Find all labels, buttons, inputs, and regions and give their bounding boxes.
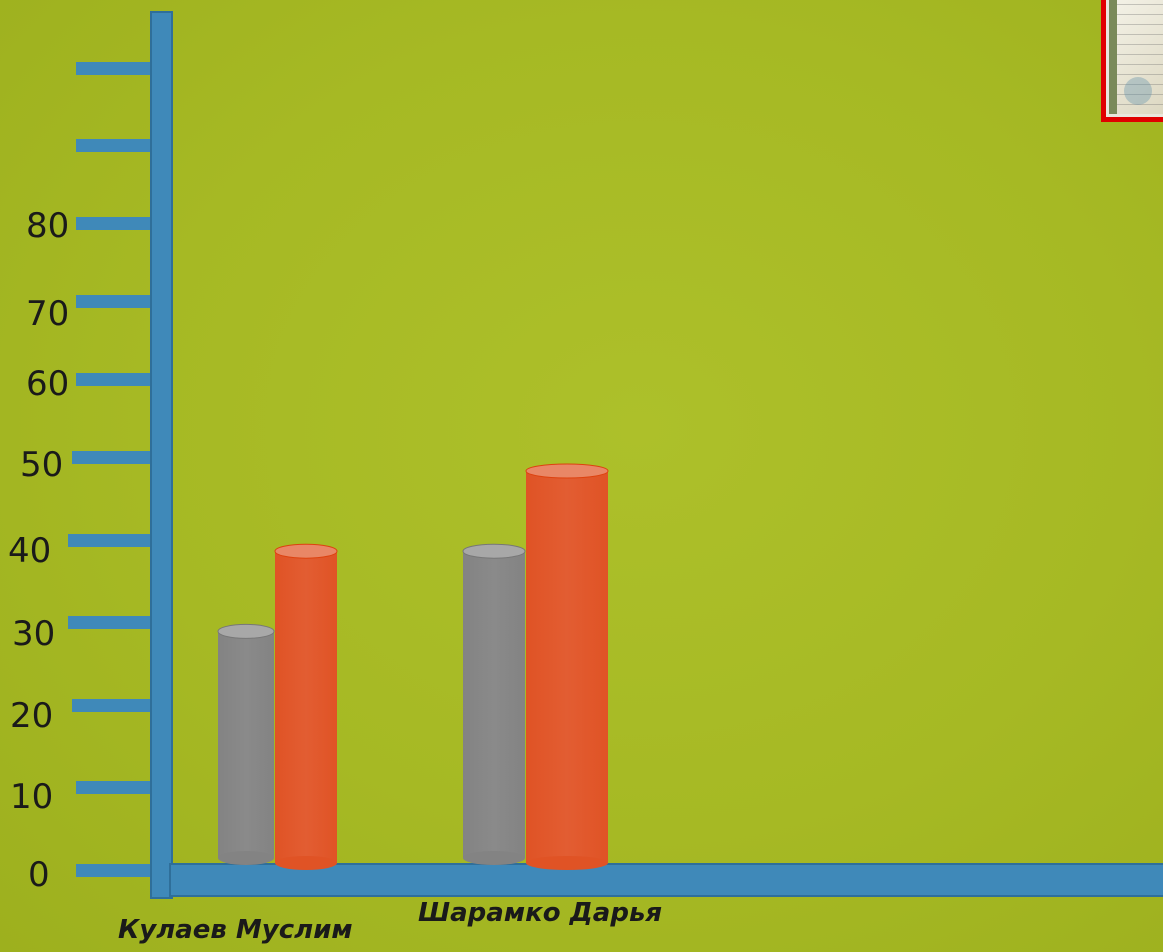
y-tick-mark [68, 534, 158, 547]
y-tick-label: 50 [20, 445, 63, 485]
y-tick-label: 20 [10, 696, 53, 736]
x-axis [169, 863, 1163, 897]
y-tick-mark [76, 139, 158, 152]
bar [525, 463, 609, 870]
x-category-label: Кулаев Муслим [118, 915, 353, 945]
bar [462, 543, 526, 865]
y-tick-mark [76, 373, 158, 386]
y-tick-label: 0 [28, 855, 50, 895]
bar [217, 623, 275, 865]
y-tick-label: 40 [8, 531, 51, 571]
y-tick-mark [76, 295, 158, 308]
certificate-thumbnail [1101, 0, 1163, 122]
y-axis [150, 11, 173, 899]
y-tick-mark [76, 781, 158, 794]
y-tick-mark [76, 62, 158, 75]
y-tick-label: 30 [12, 614, 55, 654]
y-tick-mark [72, 451, 158, 464]
y-tick-label: 80 [26, 206, 69, 246]
y-ticks: 0 10 20 30 40 50 60 70 80 [8, 62, 158, 895]
y-tick-mark [72, 699, 158, 712]
bars [217, 463, 609, 870]
y-tick-label: 10 [10, 777, 53, 817]
x-category-label: Шарамко Дарья [418, 898, 663, 928]
axes [150, 11, 1163, 899]
bar [274, 543, 338, 870]
y-tick-label: 60 [26, 364, 69, 404]
y-tick-mark [76, 864, 158, 877]
y-tick-mark [76, 217, 158, 230]
y-tick-mark [68, 616, 158, 629]
y-tick-label: 70 [26, 294, 69, 334]
